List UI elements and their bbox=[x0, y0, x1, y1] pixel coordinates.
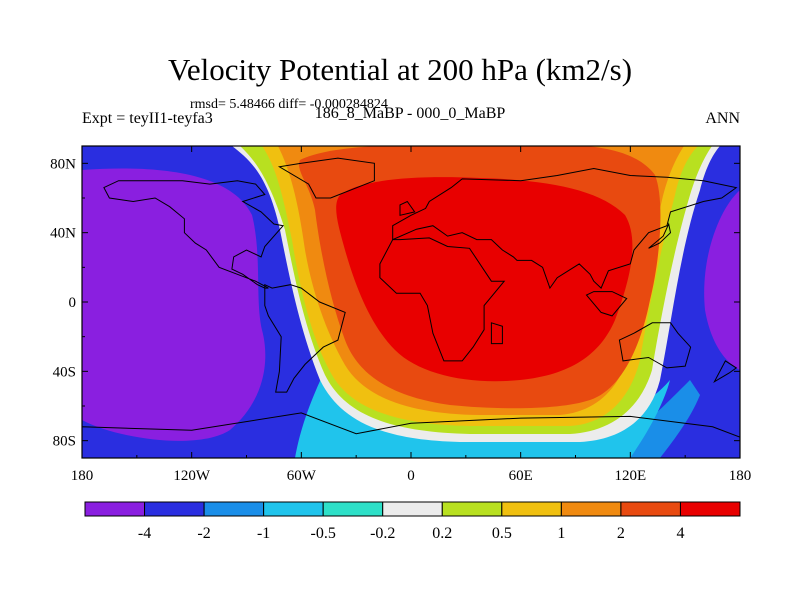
center-label: 186_8_MaBP - 000_0_MaBP bbox=[314, 105, 506, 122]
colorbar-swatch bbox=[322, 501, 384, 517]
x-tick-label: 120W bbox=[173, 468, 211, 484]
contour-field bbox=[82, 146, 740, 458]
colorbar-label: -4 bbox=[138, 525, 151, 542]
colorbar-label: -1 bbox=[257, 525, 270, 542]
x-tick-label: 180 bbox=[71, 468, 94, 484]
colorbar-label: 4 bbox=[676, 525, 684, 542]
colorbar-swatch bbox=[263, 501, 324, 517]
coastline-6 bbox=[82, 412, 740, 458]
colorbar-swatch bbox=[203, 501, 265, 517]
coastline-7 bbox=[490, 322, 503, 345]
x-tick-label: 60W bbox=[287, 468, 317, 484]
coastline-3 bbox=[392, 167, 738, 290]
coastline-4 bbox=[618, 322, 692, 369]
colorbar-label: -2 bbox=[197, 525, 210, 542]
colorbar: -4 -2 -1 -0.5 -0.2 0.2 0.5 1 2 4 bbox=[84, 501, 741, 542]
stats-label: rmsd= 5.48466 diff= -0.000284824 bbox=[190, 97, 388, 112]
colorbar-label: 0.5 bbox=[492, 525, 512, 542]
season-label: ANN bbox=[705, 110, 740, 127]
colorbar-label: 2 bbox=[617, 525, 625, 542]
y-tick-label: 40N bbox=[50, 226, 76, 242]
colorbar-label: 0.2 bbox=[432, 525, 452, 542]
colorbar-swatch bbox=[441, 501, 503, 517]
coastlines bbox=[82, 157, 740, 458]
experiment-label: Expt = teyII1-teyfa3 bbox=[82, 110, 213, 127]
x-tick-label: 120E bbox=[614, 468, 646, 484]
contour-band-10 bbox=[336, 177, 633, 382]
y-tick-label: 40S bbox=[53, 364, 76, 380]
contour-band-2 bbox=[704, 190, 740, 370]
coastline-1 bbox=[264, 283, 346, 393]
colorbar-label: -0.5 bbox=[311, 525, 336, 542]
coastline-8 bbox=[585, 291, 628, 317]
colorbar-swatch bbox=[144, 501, 205, 517]
coastline-11 bbox=[713, 360, 738, 384]
colorbar-label: 1 bbox=[557, 525, 565, 542]
contour-band-1 bbox=[82, 168, 266, 441]
y-tick-label: 80S bbox=[53, 434, 76, 450]
x-tick-label: 60E bbox=[509, 468, 533, 484]
y-tick-label: 0 bbox=[69, 295, 77, 311]
coastline-10 bbox=[399, 200, 416, 216]
chart-title: Velocity Potential at 200 hPa (km2/s) bbox=[167, 52, 633, 87]
x-tick-label: 180 bbox=[729, 468, 752, 484]
x-tick-label: 0 bbox=[407, 468, 415, 484]
colorbar-swatch bbox=[84, 501, 146, 517]
colorbar-swatch bbox=[501, 501, 562, 517]
colorbar-swatch bbox=[679, 501, 741, 517]
colorbar-swatch bbox=[560, 501, 622, 517]
coastline-5 bbox=[277, 157, 375, 199]
colorbar-label: -0.2 bbox=[370, 525, 395, 542]
colorbar-swatch bbox=[620, 501, 681, 517]
coastline-9 bbox=[648, 222, 672, 249]
colorbar-swatch bbox=[382, 501, 443, 517]
y-tick-label: 80N bbox=[50, 156, 76, 172]
coastline-2 bbox=[379, 237, 506, 362]
coastline-0 bbox=[103, 180, 285, 289]
map-axes: 180 120W 60W 0 60E 120E 180 80N 40N 0 40S 80S bbox=[50, 146, 751, 484]
